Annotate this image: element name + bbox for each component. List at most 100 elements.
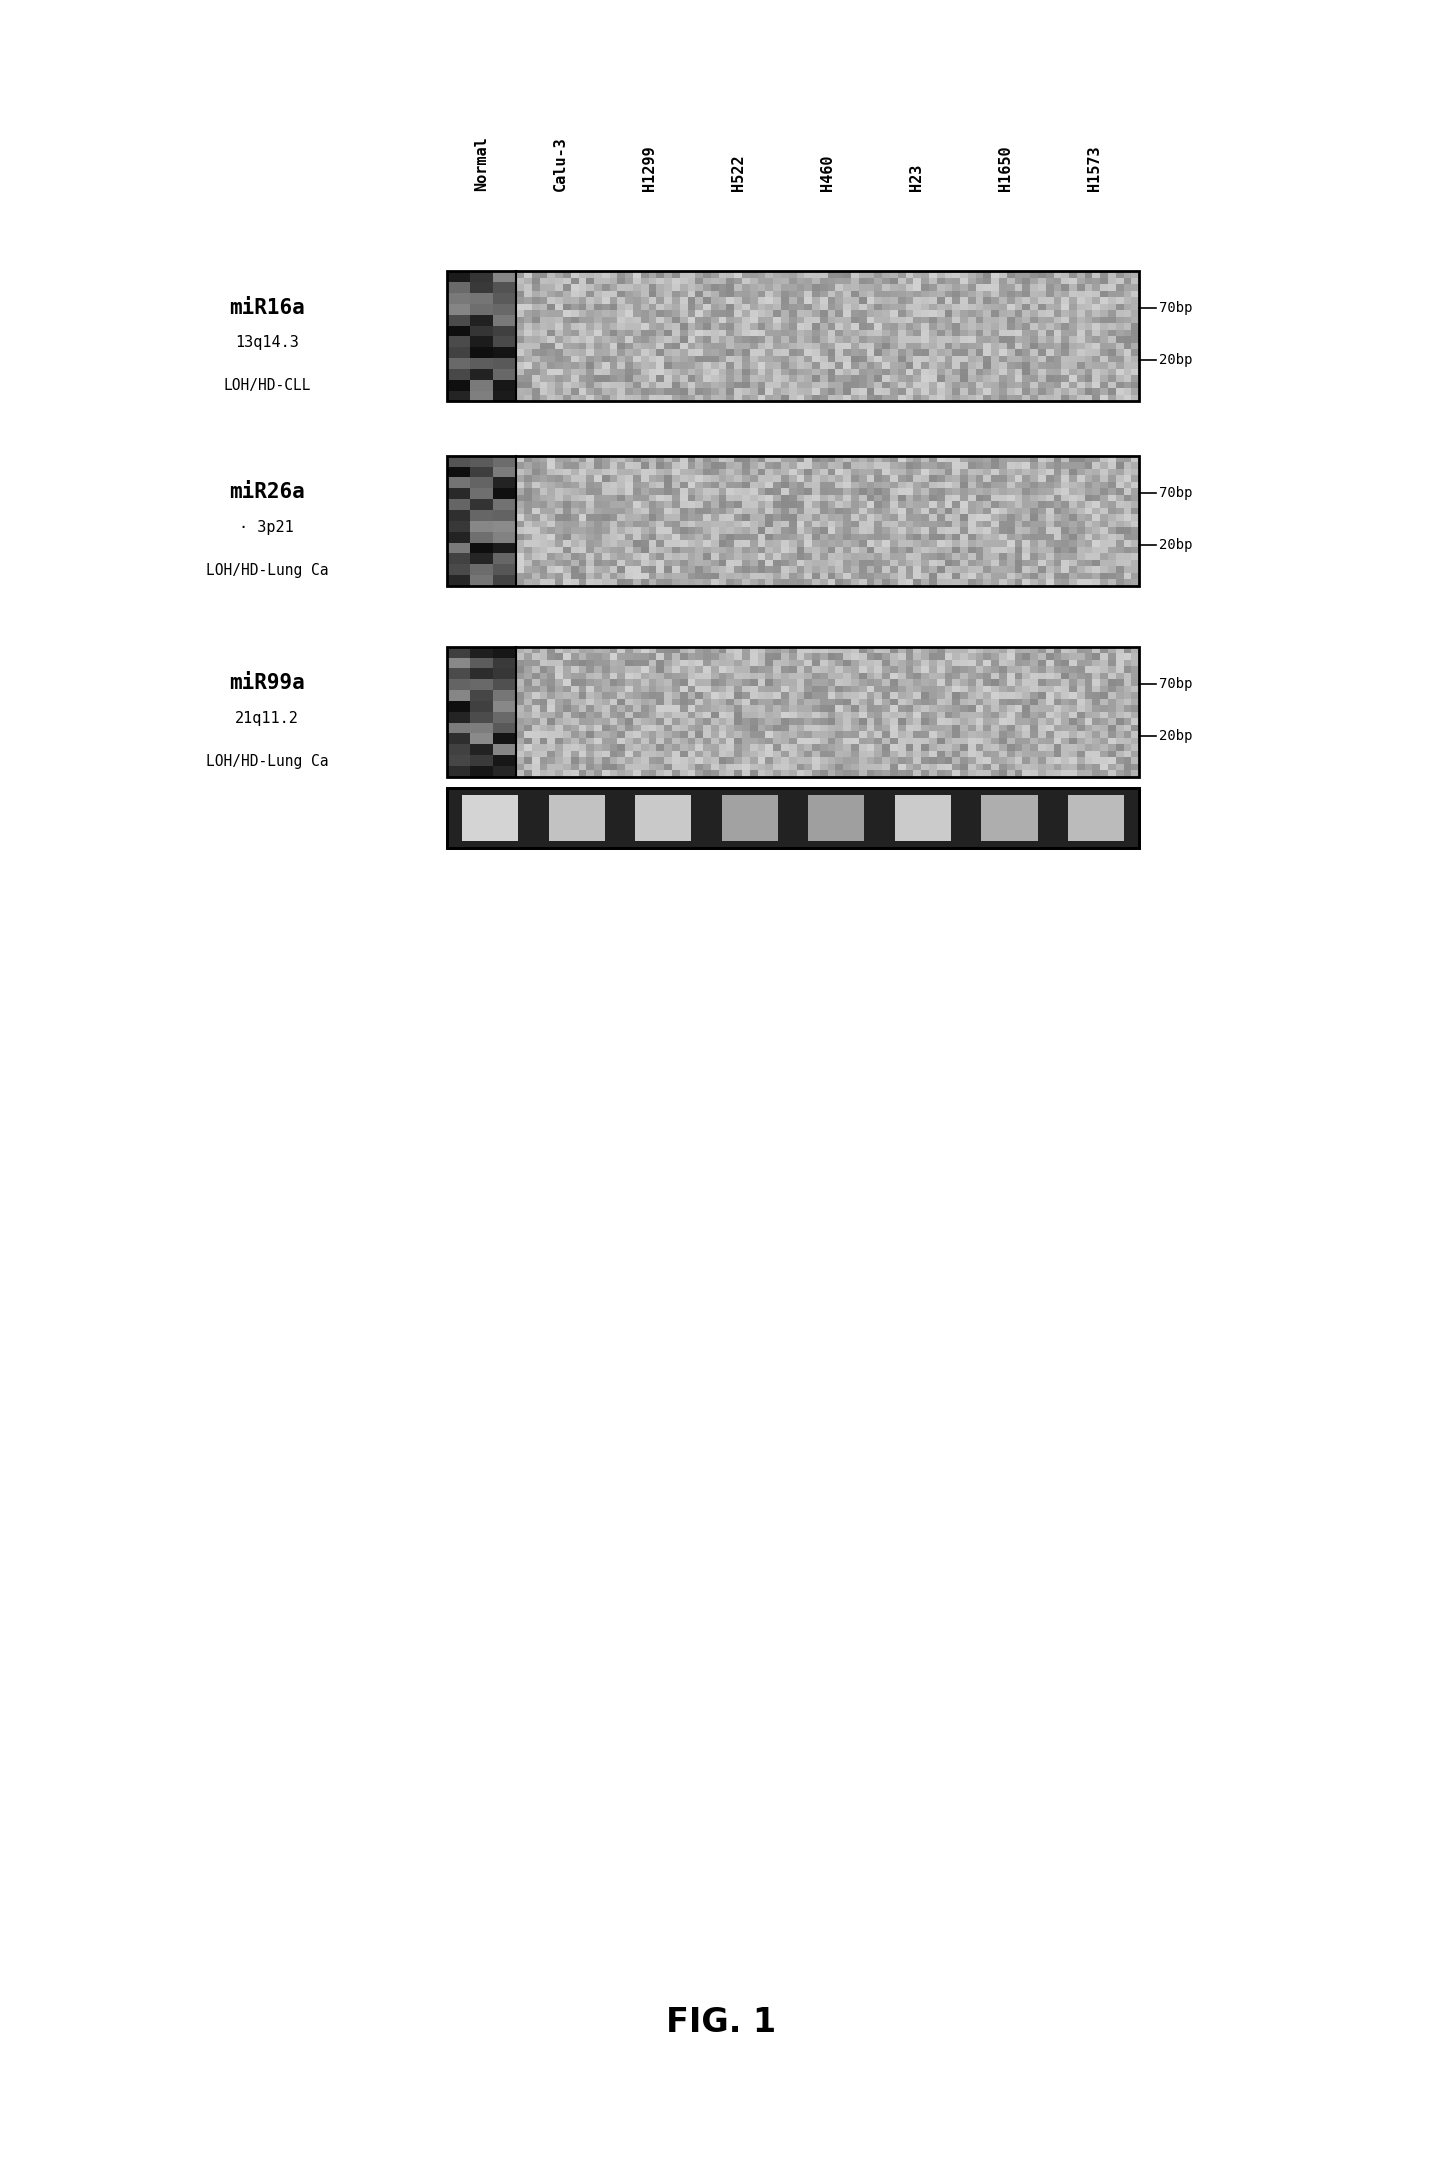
Bar [594,369,601,375]
Bar [968,482,976,488]
Bar [999,751,1007,757]
Bar [516,369,523,375]
Bar [1123,718,1132,725]
Bar [1061,547,1069,553]
Bar [1116,540,1123,547]
Bar [1123,699,1132,705]
Bar [447,679,470,690]
Bar [1107,388,1116,395]
Bar [649,679,656,686]
Bar [695,547,704,553]
Bar [991,666,999,673]
Bar [1054,757,1061,764]
Bar [1045,514,1054,521]
Bar [999,291,1007,297]
Bar [688,653,695,660]
Bar [493,380,516,391]
Bar [532,336,539,343]
Bar [898,699,906,705]
Bar [532,488,539,495]
Bar [711,647,718,653]
Bar [906,553,913,560]
Bar [1069,278,1077,284]
Bar [587,469,594,475]
Bar [1093,686,1100,692]
Bar [1030,330,1038,336]
Bar [844,362,851,369]
Bar [1123,540,1132,547]
Bar [1123,317,1132,323]
Bar [1015,679,1022,686]
Bar [921,501,929,508]
Bar [601,284,610,291]
Bar [1045,738,1054,744]
Bar [773,731,782,738]
Bar [539,395,548,401]
Bar [734,462,743,469]
Bar [1084,699,1093,705]
Bar [640,488,649,495]
Bar [633,475,640,482]
Bar [734,744,743,751]
Bar [1038,647,1045,653]
Bar [617,705,626,712]
Bar [859,738,867,744]
Bar [1123,343,1132,349]
Bar [594,382,601,388]
Bar [633,566,640,573]
Bar [828,343,835,349]
Bar [890,271,898,278]
Bar [555,323,562,330]
Bar [757,751,766,757]
Bar [968,712,976,718]
Bar [679,579,688,586]
Bar [718,469,727,475]
Bar [937,731,945,738]
Bar [718,751,727,757]
Bar [991,362,999,369]
Bar [782,744,789,751]
Bar [1038,770,1045,777]
Bar [562,395,571,401]
Bar [999,705,1007,712]
Bar [890,330,898,336]
Bar [594,540,601,547]
Bar [1093,534,1100,540]
Bar [523,323,532,330]
Bar [718,310,727,317]
Bar [796,297,805,304]
Bar [610,699,617,705]
Bar [968,673,976,679]
Bar [937,462,945,469]
Bar [844,673,851,679]
Bar [921,579,929,586]
Bar [828,475,835,482]
Bar [828,271,835,278]
Bar [688,284,695,291]
Bar [960,330,968,336]
Bar [704,751,711,757]
Bar [820,770,828,777]
Bar [828,679,835,686]
Bar [711,501,718,508]
Bar [1054,336,1061,343]
Bar [874,579,883,586]
Bar [594,495,601,501]
Bar [937,382,945,388]
Bar [640,271,649,278]
Bar [626,349,633,356]
Bar [548,757,555,764]
Bar [688,336,695,343]
Bar [983,343,991,349]
Bar [695,699,704,705]
Bar [835,521,844,527]
Bar [1100,573,1107,579]
Bar [1116,699,1123,705]
Bar [991,573,999,579]
Bar [1116,692,1123,699]
Bar [960,356,968,362]
Bar [447,477,470,488]
Bar [562,495,571,501]
Bar [447,701,470,712]
Bar [601,547,610,553]
